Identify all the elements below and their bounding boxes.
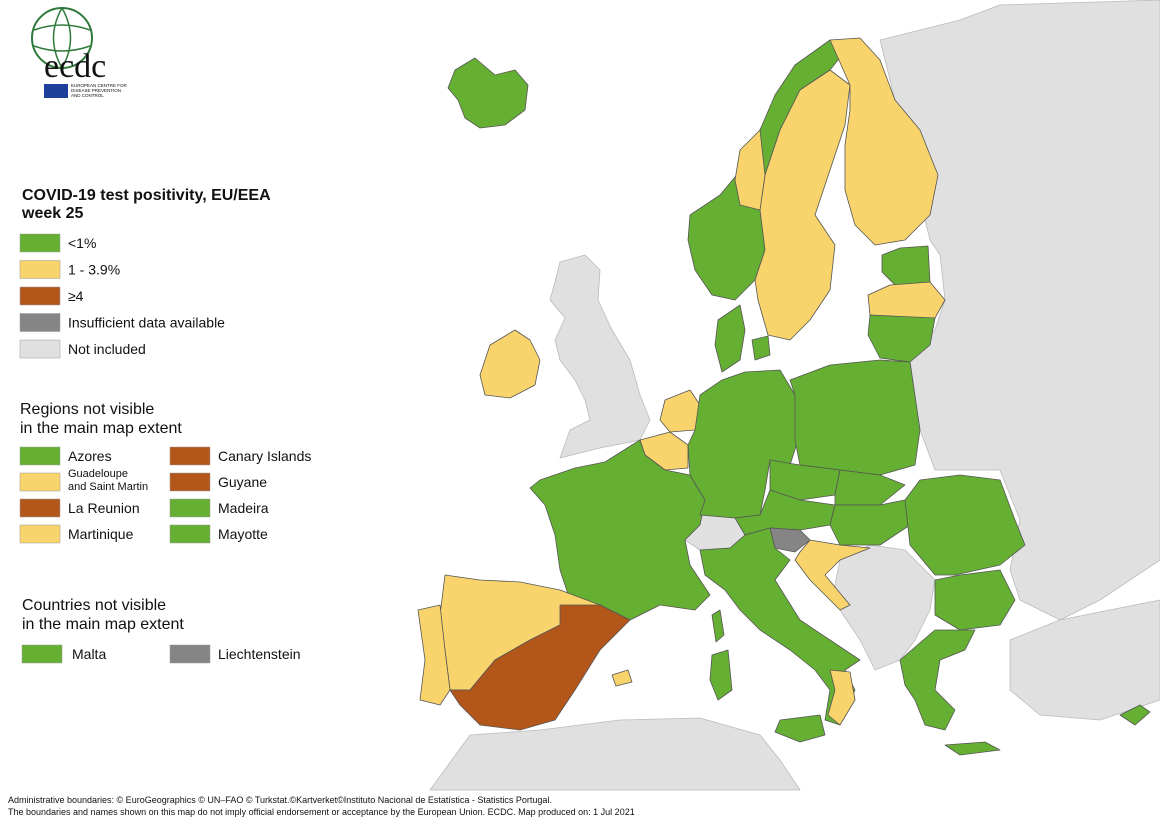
- cyprus: [1119, 704, 1151, 726]
- legend-swatch: [169, 498, 211, 518]
- norway-south: [734, 129, 766, 211]
- uk: [549, 254, 651, 459]
- logo-subtitle: AND CONTROL: [71, 93, 104, 98]
- north-africa: [429, 717, 801, 791]
- legend-label: La Reunion: [68, 500, 140, 516]
- legend-title: COVID-19 test positivity, EU/EEA: [22, 187, 271, 204]
- logo-subtitle: DISEASE PREVENTION: [71, 88, 121, 93]
- hungary: [829, 499, 911, 546]
- legend-swatch: [19, 524, 61, 544]
- legend: COVID-19 test positivity, EU/EEA week 25…: [19, 187, 311, 664]
- zealand: [751, 335, 771, 361]
- legend-swatch: [19, 233, 61, 253]
- legend-swatch: [19, 339, 61, 359]
- germany: [687, 369, 799, 519]
- legend-swatch: [169, 644, 211, 664]
- legend-title: week 25: [21, 205, 83, 222]
- legend-label: ≥4: [68, 288, 84, 304]
- finland: [829, 37, 939, 246]
- legend-label: Malta: [72, 646, 106, 662]
- estonia: [881, 245, 931, 286]
- sweden: [754, 69, 851, 341]
- legend-label: Guyane: [218, 474, 267, 490]
- denmark: [714, 304, 746, 373]
- legend-label: Canary Islands: [218, 448, 311, 464]
- legend-label: <1%: [68, 235, 96, 251]
- logo-text: ecdc: [44, 48, 106, 85]
- legend-swatch: [19, 498, 61, 518]
- portugal: [417, 604, 451, 706]
- legend-label: Madeira: [218, 500, 269, 516]
- legend-label: Martinique: [68, 526, 134, 542]
- sardinia: [709, 649, 733, 701]
- legend-swatch: [19, 446, 61, 466]
- croatia: [794, 539, 871, 611]
- ireland: [479, 329, 541, 399]
- legend-label: Guadeloupe and Saint Martin: [68, 468, 148, 493]
- map: [417, 0, 1160, 791]
- turkey: [1009, 599, 1160, 721]
- regions-title: Regions not visible: [20, 401, 154, 418]
- iceland: [447, 57, 529, 129]
- logo-subtitle: EUROPEAN CENTRE FOR: [71, 83, 128, 88]
- romania: [904, 474, 1026, 576]
- legend-swatch: [169, 524, 211, 544]
- regions-title: in the main map extent: [20, 420, 182, 437]
- latvia: [867, 281, 946, 319]
- netherlands: [659, 389, 701, 433]
- legend-label: 1 - 3.9%: [68, 262, 120, 278]
- legend-swatch: [19, 260, 61, 279]
- legend-swatch: [19, 313, 61, 332]
- legend-swatch: [19, 472, 61, 492]
- legend-label-line: Guadeloupe: [68, 468, 128, 480]
- france: [529, 439, 711, 621]
- calabria: [827, 669, 856, 726]
- bulgaria: [934, 569, 1016, 631]
- poland: [789, 359, 921, 476]
- legend-label: Not included: [68, 341, 146, 357]
- sicily: [774, 714, 826, 743]
- countries-title: Countries not visible: [22, 597, 166, 614]
- balearic: [611, 669, 633, 687]
- legend-swatch: [19, 286, 61, 306]
- legend-label-line: and Saint Martin: [68, 481, 148, 493]
- legend-label: Insufficient data available: [68, 315, 225, 331]
- logo-globe-lines: [33, 7, 91, 69]
- slovakia: [834, 469, 906, 506]
- legend-label: Mayotte: [218, 526, 268, 542]
- greece: [899, 629, 976, 731]
- legend-swatch: [169, 472, 211, 492]
- logo: ecdc EUROPEAN CENTRE FOR DISEASE PREVENT…: [31, 7, 128, 98]
- legend-label: Liechtenstein: [218, 646, 301, 662]
- corsica: [711, 609, 725, 643]
- legend-swatch: [169, 446, 211, 466]
- crete: [944, 741, 1001, 756]
- eu-flag: [44, 84, 68, 98]
- footer-text: Administrative boundaries: © EuroGeograp…: [8, 795, 552, 805]
- spain-east: [449, 604, 631, 731]
- countries-title: in the main map extent: [22, 616, 184, 633]
- legend-label: Azores: [68, 448, 112, 464]
- footer-text: The boundaries and names shown on this m…: [8, 807, 635, 817]
- legend-swatch: [21, 644, 63, 664]
